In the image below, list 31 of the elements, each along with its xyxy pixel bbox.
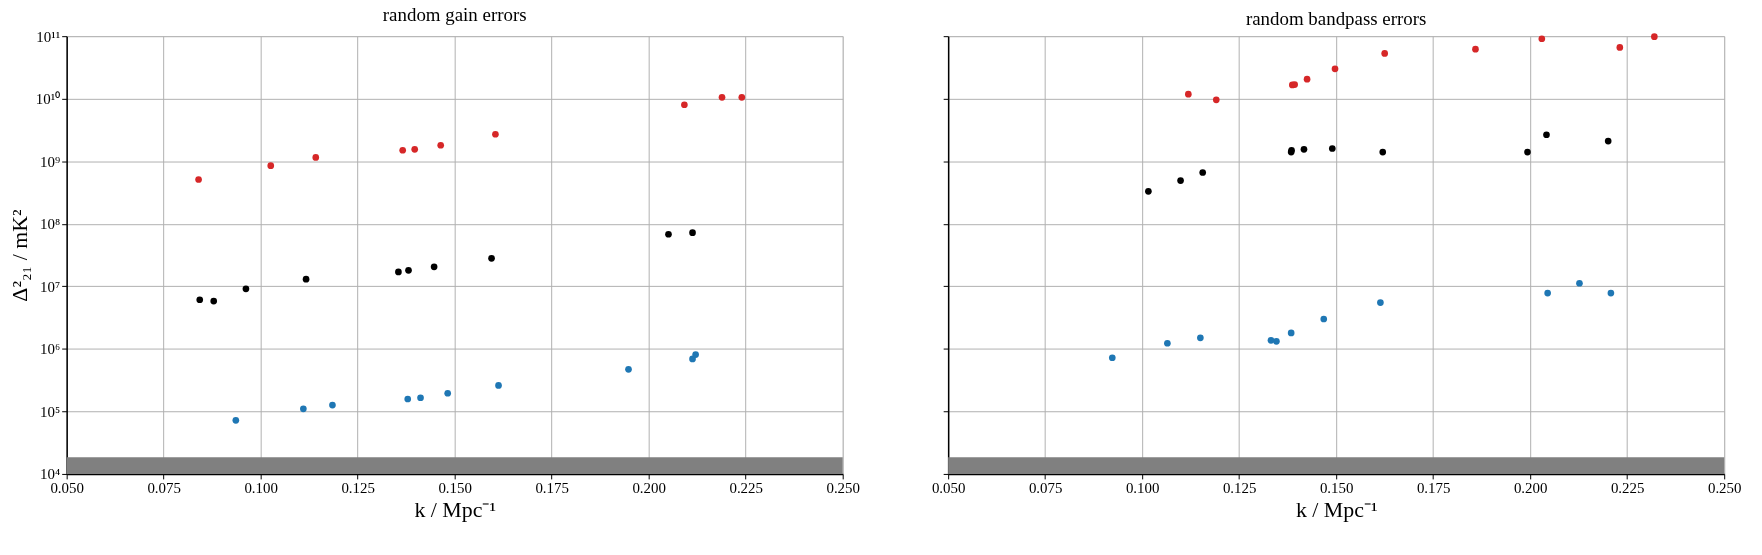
chart-title: random gain errors bbox=[382, 4, 527, 26]
y-tick-label: 10⁶ bbox=[40, 341, 61, 358]
y-tick-label: 10⁴ bbox=[40, 466, 61, 483]
x-tick-label: 0.250 bbox=[1707, 480, 1742, 497]
y-tick-label: 10¹¹ bbox=[36, 28, 61, 45]
x-tick-label: 0.125 bbox=[341, 480, 375, 497]
x-tick-label: 0.100 bbox=[244, 480, 278, 497]
x-tick-label: 0.050 bbox=[50, 480, 84, 497]
x-tick-label: 0.150 bbox=[1319, 480, 1354, 497]
x-tick-label: 0.200 bbox=[1513, 480, 1548, 497]
chart-title: random bandpass errors bbox=[1245, 8, 1427, 30]
y-tick-label: 10⁸ bbox=[40, 216, 61, 233]
y-tick-label: 10⁹ bbox=[40, 153, 61, 170]
x-axis-title: k / Mpc⁻¹ bbox=[414, 498, 496, 523]
x-tick-label: 0.075 bbox=[147, 480, 181, 497]
x-tick-label: 0.250 bbox=[826, 480, 860, 497]
y-axis-title: Δ²₂₁ / mK² bbox=[7, 208, 32, 302]
x-tick-label: 0.050 bbox=[931, 480, 966, 497]
x-tick-label: 0.125 bbox=[1222, 480, 1257, 497]
x-tick-label: 0.175 bbox=[535, 480, 569, 497]
x-tick-label: 0.175 bbox=[1416, 480, 1451, 497]
x-tick-label: 0.200 bbox=[632, 480, 666, 497]
x-tick-label: 0.100 bbox=[1125, 480, 1160, 497]
x-tick-label: 0.150 bbox=[438, 480, 472, 497]
x-tick-label: 0.225 bbox=[1610, 480, 1645, 497]
x-tick-label: 0.075 bbox=[1028, 480, 1063, 497]
y-tick-label: 10⁷ bbox=[40, 278, 61, 295]
x-axis-title: k / Mpc⁻¹ bbox=[1295, 498, 1378, 523]
y-tick-label: 10⁵ bbox=[40, 403, 61, 420]
y-tick-label: 10¹⁰ bbox=[35, 91, 61, 108]
x-tick-label: 0.225 bbox=[729, 480, 763, 497]
